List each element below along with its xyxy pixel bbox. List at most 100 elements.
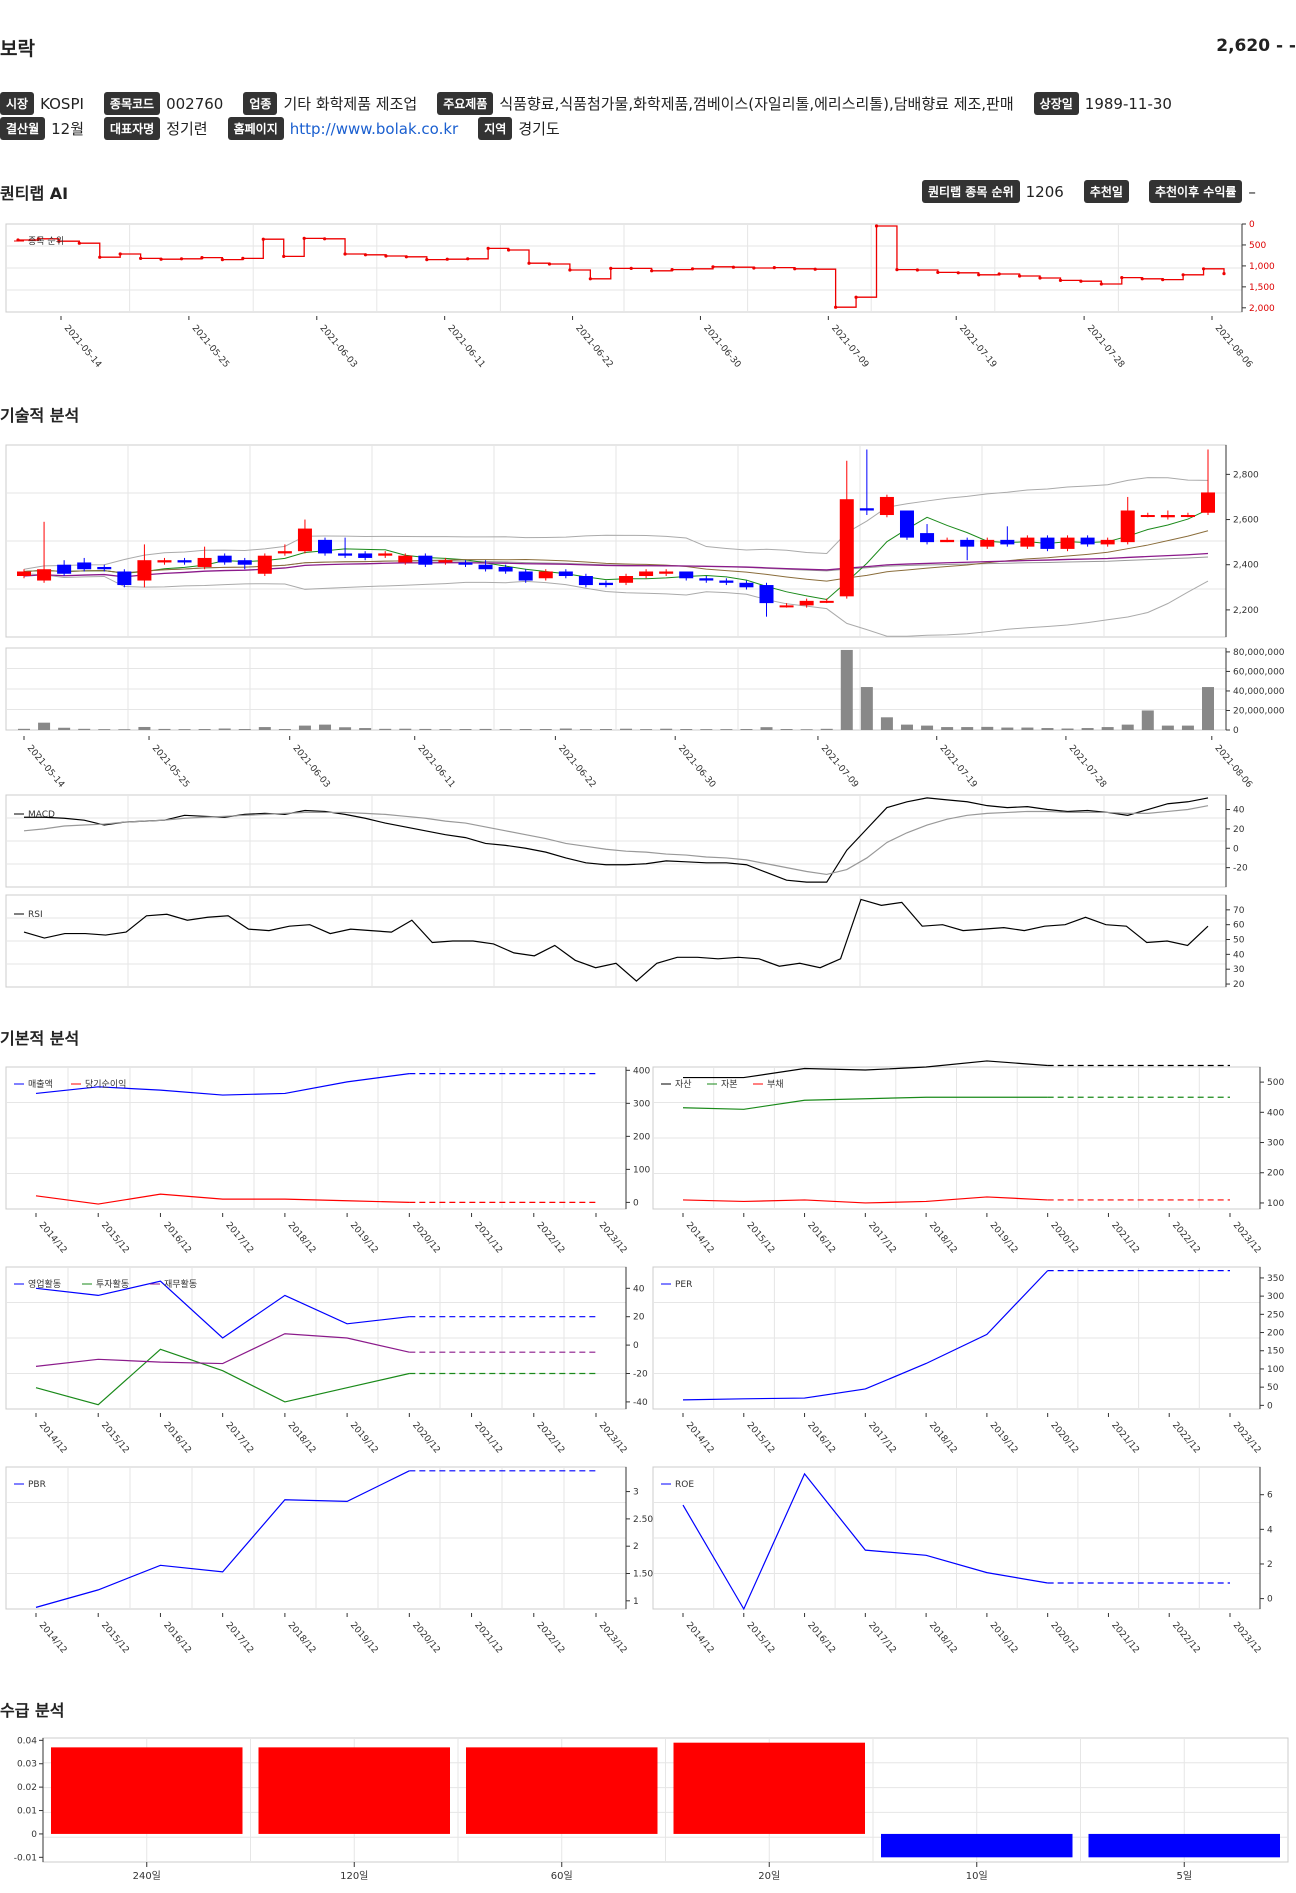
rank-point	[854, 295, 858, 299]
rank-point	[1222, 272, 1226, 276]
volume-bar	[298, 725, 311, 730]
volume-bar	[740, 729, 753, 730]
candle-body	[578, 576, 593, 586]
rank-tick-label: 500	[1249, 241, 1266, 251]
per-xtick-label: 2022/12	[1170, 1421, 1202, 1456]
candle-body	[458, 562, 473, 565]
rank-point	[711, 265, 715, 269]
supply-bar	[51, 1747, 243, 1834]
info-label: 대표자명	[104, 117, 161, 140]
rank-point	[139, 256, 143, 260]
cashflow-tick-label: 40	[633, 1284, 645, 1294]
rank-label: 퀀티랩 종목 순위	[922, 180, 1020, 203]
volume-bar	[820, 728, 833, 730]
candle-body	[117, 571, 132, 586]
rank-point	[629, 266, 633, 270]
rsi-tick-label: 60	[1233, 921, 1245, 931]
volume-bar	[218, 728, 231, 730]
supply-xtick-label: 10일	[966, 1870, 988, 1882]
candle-body	[558, 571, 573, 577]
pbr-xtick-label: 2021/12	[472, 1621, 504, 1656]
volume-bar	[399, 728, 412, 730]
supply-tick-label: 0.04	[17, 1736, 37, 1746]
per-legend-label: PER	[675, 1280, 692, 1290]
cashflow-xtick-label: 2019/12	[348, 1421, 380, 1456]
rank-tick-label: 1,500	[1249, 283, 1275, 293]
balance-xtick-label: 2019/12	[988, 1221, 1020, 1256]
homepage-link[interactable]: http://www.bolak.co.kr	[289, 119, 459, 138]
rec-return-value: –	[1248, 182, 1256, 201]
volume-xtick-label: 2021-06-03	[290, 744, 331, 791]
sales-xtick-label: 2017/12	[223, 1221, 255, 1256]
per-xtick-label: 2018/12	[927, 1421, 959, 1456]
candle-body	[1060, 537, 1075, 549]
cashflow-xtick-label: 2021/12	[472, 1421, 504, 1456]
stock-name: 보락	[0, 38, 35, 60]
supply-bar	[258, 1747, 450, 1834]
rank-point	[241, 256, 245, 260]
stock-price: 2,620 - -	[1216, 36, 1296, 56]
balance-xtick-label: 2022/12	[1170, 1221, 1202, 1256]
volume-tick-label: 20,000,000	[1233, 706, 1285, 716]
info-row-1: 시장 KOSPI 종목코드 002760 업종 기타 화학제품 제조업 주요제품 식품향료,식…	[0, 92, 1186, 115]
sales-xtick-label: 2021/12	[472, 1221, 504, 1256]
pbr-xtick-label: 2022/12	[534, 1621, 566, 1656]
balance-line	[683, 1060, 1048, 1079]
info-label: 업종	[243, 92, 278, 115]
volume-bar	[1081, 728, 1094, 730]
volume-bar	[419, 728, 432, 730]
sales-xtick-label: 2015/12	[99, 1221, 131, 1256]
cashflow-tick-label: 0	[633, 1341, 639, 1351]
supply-bar	[1088, 1833, 1280, 1858]
rank-point	[834, 305, 838, 309]
rank-point	[1161, 278, 1165, 282]
balance-line	[682, 1196, 1048, 1204]
sales-xtick-label: 2020/12	[410, 1221, 442, 1256]
rank-point	[261, 237, 265, 241]
rank-point	[98, 255, 102, 259]
candle-body	[318, 539, 333, 554]
rank-point	[1120, 276, 1124, 280]
per-tick-label: 350	[1267, 1274, 1284, 1284]
per-tick-label: 300	[1267, 1292, 1284, 1302]
supply-xtick-label: 20일	[758, 1870, 780, 1882]
roe-xtick-label: 2021/12	[1109, 1621, 1141, 1656]
quant-title: 퀀티랩 AI	[0, 184, 69, 203]
volume-bar	[1001, 727, 1014, 730]
candle-body	[217, 555, 232, 563]
roe-tick-label: 0	[1267, 1595, 1273, 1605]
volume-bar	[38, 722, 51, 730]
rank-xtick-label: 2021-05-25	[190, 324, 231, 371]
roe-legend-label: ROE	[675, 1480, 694, 1490]
candle-body	[518, 571, 533, 581]
cashflow-line	[35, 1333, 410, 1367]
volume-bar	[278, 729, 291, 730]
rank-point	[118, 252, 122, 256]
roe-xtick-label: 2022/12	[1170, 1621, 1202, 1656]
volume-bar	[1161, 725, 1174, 730]
balance-xtick-label: 2017/12	[866, 1221, 898, 1256]
supply-bar	[466, 1747, 658, 1834]
roe-tick-label: 2	[1267, 1560, 1273, 1570]
volume-bar	[579, 729, 592, 730]
rank-point	[77, 241, 81, 245]
candle-body	[839, 499, 854, 597]
balance-xtick-label: 2020/12	[1048, 1221, 1080, 1256]
roe-xtick-label: 2016/12	[805, 1621, 837, 1656]
candle-body	[1160, 515, 1175, 518]
macd-tick-label: -20	[1233, 864, 1248, 874]
candle-body	[57, 564, 72, 574]
supply-tick-label: 0.02	[17, 1783, 37, 1793]
rank-point	[670, 268, 674, 272]
candle-body	[297, 528, 312, 552]
rank-point	[936, 270, 940, 274]
candle-body	[759, 585, 774, 604]
cashflow-tick-label: -20	[633, 1370, 648, 1380]
candle-body	[257, 555, 272, 574]
volume-xtick-label: 2021-07-19	[937, 744, 978, 791]
cashflow-xtick-label: 2018/12	[286, 1421, 318, 1456]
per-xtick-label: 2019/12	[988, 1421, 1020, 1456]
volume-bar	[660, 728, 673, 730]
ma-120	[23, 552, 1209, 578]
